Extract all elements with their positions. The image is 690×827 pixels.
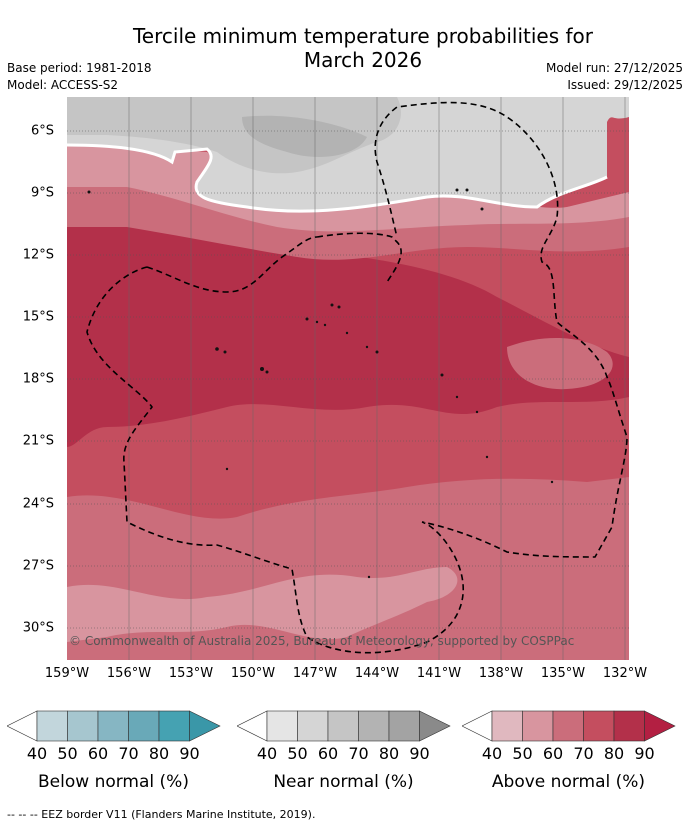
- colorbar-swatch: [189, 710, 221, 742]
- colorbar-tick: 60: [542, 744, 564, 763]
- eez-west-connector: [146, 236, 318, 293]
- colorbar-swatch: [419, 710, 451, 742]
- lon-label: 144°W: [354, 666, 400, 681]
- colorbar-swatch: [644, 710, 676, 742]
- lon-label: 138°W: [478, 666, 524, 681]
- lon-label: 153°W: [168, 666, 214, 681]
- colorbar-swatch: [97, 710, 129, 742]
- lat-label: 6°S: [30, 123, 54, 139]
- colorbar-swatch: [236, 710, 268, 742]
- base-period: Base period: 1981-2018: [7, 61, 152, 75]
- colorbar-swatch: [552, 710, 584, 742]
- title-line-2: March 2026: [303, 48, 423, 72]
- colorbar-tick: 50: [287, 744, 308, 763]
- colorbar-tick: 70: [348, 744, 369, 763]
- meridians: [128, 97, 626, 660]
- colorbar-tick: 40: [26, 744, 48, 763]
- colorbar-below-swatches: [6, 710, 221, 742]
- lat-label: 21°S: [22, 433, 54, 449]
- eez-cook-islands: [316, 232, 402, 283]
- model-run: Model run: 27/12/2025: [545, 61, 683, 75]
- lat-label: 12°S: [22, 247, 54, 263]
- colorbar-tick: 90: [179, 744, 200, 763]
- colorbar-tick: 60: [87, 744, 109, 763]
- colorbar-swatch: [158, 710, 190, 742]
- above-80-90-region: [67, 207, 629, 447]
- near-normal-boundary: [67, 143, 608, 213]
- colorbar-swatch: [128, 710, 160, 742]
- near-normal-70-80: [242, 115, 367, 157]
- graticule: [67, 130, 629, 629]
- colorbar-near-swatches: [236, 710, 451, 742]
- colorbar-tick: 70: [573, 744, 594, 763]
- issued-date: Issued: 29/12/2025: [567, 78, 683, 92]
- colorbar-swatch: [327, 710, 359, 742]
- colorbar-swatch: [67, 710, 99, 742]
- lat-label: 24°S: [22, 496, 54, 512]
- colorbar-swatch: [36, 710, 68, 742]
- lon-label: 156°W: [106, 666, 152, 681]
- colorbar-swatch: [613, 710, 645, 742]
- colorbar-tick: 80: [378, 744, 400, 763]
- meta-right: Model run: 27/12/2025 Issued: 29/12/2025: [546, 60, 683, 94]
- above-50-60-south: [67, 567, 458, 642]
- colorbar-tick: 90: [409, 744, 430, 763]
- colorbar-swatch: [461, 710, 493, 742]
- colorbar-above-swatches: [461, 710, 676, 742]
- lon-label: 141°W: [416, 666, 462, 681]
- eez-footnote: -- -- -- EEZ border V11 (Flanders Marine…: [7, 808, 316, 821]
- lat-label: 9°S: [30, 185, 54, 201]
- colorbar-tick: 70: [118, 744, 139, 763]
- colorbar-tick: 50: [512, 744, 533, 763]
- colorbar-swatch: [297, 710, 329, 742]
- colorbar-near-label: Near normal (%): [273, 772, 414, 792]
- map-title: Tercile minimum temperature probabilitie…: [0, 24, 690, 72]
- map-panel[interactable]: © Commonwealth of Australia 2025, Bureau…: [67, 97, 629, 660]
- above-60-70-east-lobe: [507, 337, 613, 390]
- lat-label: 30°S: [22, 620, 54, 636]
- colorbar-tick: 90: [634, 744, 655, 763]
- eez-border: [86, 101, 628, 654]
- colorbar-tick: 80: [148, 744, 170, 763]
- colorbar-tick: 50: [57, 744, 78, 763]
- lon-label: 135°W: [540, 666, 586, 681]
- colorbar-swatch: [491, 710, 523, 742]
- colorbar-swatch: [6, 710, 38, 742]
- colorbar-swatch: [583, 710, 615, 742]
- copyright-notice: © Commonwealth of Australia 2025, Bureau…: [69, 634, 575, 648]
- colorbar-swatch: [388, 710, 420, 742]
- colorbar-above: 40 50 60 70 80 90: [461, 710, 677, 763]
- probability-map: [67, 97, 629, 660]
- model-name: Model: ACCESS-S2: [7, 78, 119, 92]
- colorbar-tick: 40: [256, 744, 278, 763]
- lat-label: 15°S: [22, 309, 54, 325]
- lon-label: 159°W: [44, 666, 90, 681]
- lon-label: 147°W: [292, 666, 338, 681]
- islands: [87, 188, 554, 579]
- colorbar-swatch: [522, 710, 554, 742]
- colorbar-tick: 40: [481, 744, 503, 763]
- colorbar-below-label: Below normal (%): [38, 772, 189, 792]
- colorbar-tick: 80: [603, 744, 625, 763]
- lat-label: 27°S: [22, 558, 54, 574]
- colorbar-near: 40 50 60 70 80 90: [236, 710, 452, 763]
- colorbar-swatch: [266, 710, 298, 742]
- eez-french-polynesia: [86, 101, 628, 654]
- lat-label: 18°S: [22, 371, 54, 387]
- meta-left: Base period: 1981-2018 Model: ACCESS-S2: [7, 60, 152, 94]
- title-line-1: Tercile minimum temperature probabilitie…: [132, 24, 594, 48]
- lon-label: 150°W: [230, 666, 276, 681]
- lon-label: 132°W: [602, 666, 648, 681]
- colorbar-above-label: Above normal (%): [491, 772, 646, 792]
- colorbar-swatch: [358, 710, 390, 742]
- colorbar-tick: 60: [317, 744, 339, 763]
- colorbar-below: 40 50 60 70 80 90: [6, 710, 222, 763]
